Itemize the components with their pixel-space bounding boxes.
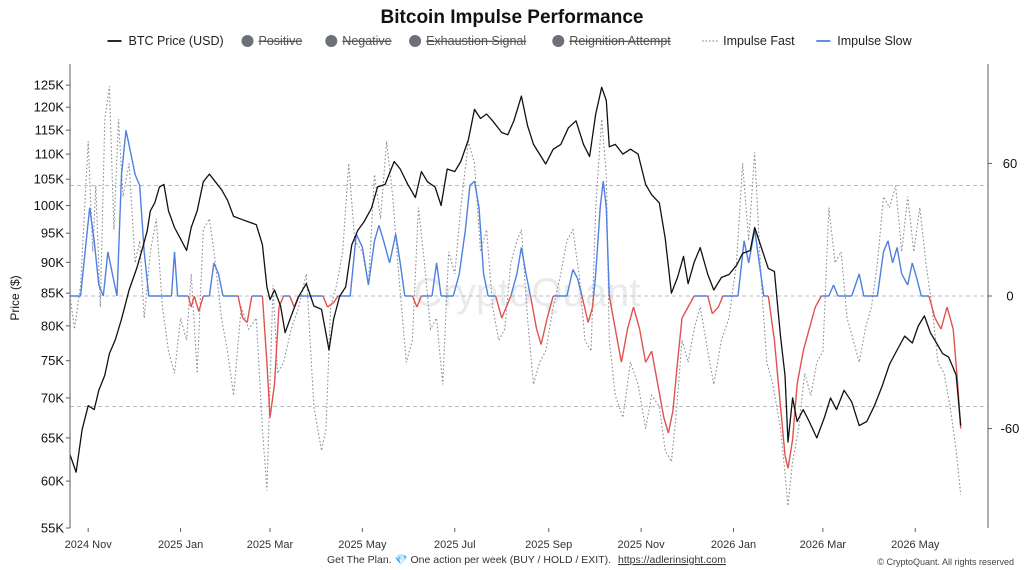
y-left-tick-label: 105K <box>34 172 65 187</box>
y-left-tick-label: 55K <box>41 521 64 536</box>
x-tick-label: 2026 Jan <box>711 539 756 551</box>
y-axis-right-ticks: 60 0 -60 <box>988 156 1019 436</box>
y-left-tick-label: 85K <box>41 286 64 301</box>
legend-item[interactable]: Reignition Attempt <box>552 34 671 48</box>
impulse-slow-layer <box>70 130 962 469</box>
x-tick-label: 2025 May <box>338 539 387 551</box>
y-axis-title: Price ($) <box>8 275 22 320</box>
y-left-tick-label: 60K <box>41 474 64 489</box>
x-tick-label: 2025 Jan <box>158 539 203 551</box>
impulse-slow-negative-line <box>187 295 962 469</box>
impulse-slow-positive-line <box>70 130 929 297</box>
legend-dot-icon <box>409 35 422 47</box>
legend-dot-icon <box>325 35 338 47</box>
y-left-tick-label: 120K <box>34 100 65 115</box>
legend-label: Negative <box>342 34 391 48</box>
y-left-tick-label: 110K <box>35 147 65 162</box>
y-left-tick-label: 100K <box>34 198 65 213</box>
legend-item[interactable]: BTC Price (USD) <box>107 34 224 48</box>
y-left-tick-label: 125K <box>34 78 65 93</box>
x-tick-label: 2025 Jul <box>434 539 476 551</box>
x-tick-label: 2024 Nov <box>65 539 113 551</box>
legend-item[interactable]: Exhaustion Signal <box>409 34 526 48</box>
y-axis-left-ticks: 55K 60K 65K 70K 75K 80K 85K 90K 95K 100K 105K 110K 1… <box>34 78 70 536</box>
legend-label: Positive <box>259 34 303 48</box>
y-left-tick-label: 95K <box>41 226 64 241</box>
copyright-credit: © CryptoQuant. All rights reserved <box>877 557 1014 567</box>
x-tick-label: 2025 Nov <box>618 539 666 551</box>
legend-item[interactable]: Impulse Slow <box>816 34 913 48</box>
legend-dot-icon <box>552 35 565 47</box>
legend-item[interactable]: Negative <box>325 34 392 48</box>
legend-label: Reignition Attempt <box>569 34 671 48</box>
y-right-tick-label: -60 <box>1001 421 1020 436</box>
legend-label: Exhaustion Signal <box>426 34 526 48</box>
legend-item[interactable]: Impulse Fast <box>702 34 795 48</box>
legend-dot-icon <box>241 35 254 47</box>
y-right-tick-label: 60 <box>1003 156 1017 171</box>
y-left-tick-label: 65K <box>41 430 64 445</box>
btc-price-line <box>69 86 962 473</box>
legend-label: Impulse Slow <box>837 34 912 48</box>
y-left-tick-label: 75K <box>41 353 64 368</box>
legend-label: Impulse Fast <box>723 34 795 48</box>
chart-title: Bitcoin Impulse Performance <box>381 7 644 28</box>
x-tick-label: 2025 Sep <box>525 539 572 551</box>
y-left-tick-label: 70K <box>41 390 64 405</box>
btc-price-layer <box>69 86 962 473</box>
legend: BTC Price (USD) Positive Negative Exhaustio… <box>107 34 913 48</box>
x-tick-label: 2026 Mar <box>800 539 847 551</box>
legend-label: BTC Price (USD) <box>129 34 224 48</box>
y-right-tick-label: 0 <box>1006 289 1013 304</box>
x-tick-label: 2025 Mar <box>247 539 294 551</box>
legend-item[interactable]: Positive <box>241 34 303 48</box>
footer-text: Get The Plan. 💎 One action per week (BUY… <box>327 554 611 566</box>
footer-link[interactable]: https://adlerinsight.com <box>618 554 726 566</box>
x-axis-ticks: 2024 Nov 2025 Jan 2025 Mar 2025 May 2025 Jul… <box>65 528 940 551</box>
x-tick-label: 2026 May <box>891 539 940 551</box>
y-left-tick-label: 115K <box>35 123 65 138</box>
y-left-tick-label: 90K <box>41 255 64 270</box>
y-left-tick-label: 80K <box>41 318 64 333</box>
